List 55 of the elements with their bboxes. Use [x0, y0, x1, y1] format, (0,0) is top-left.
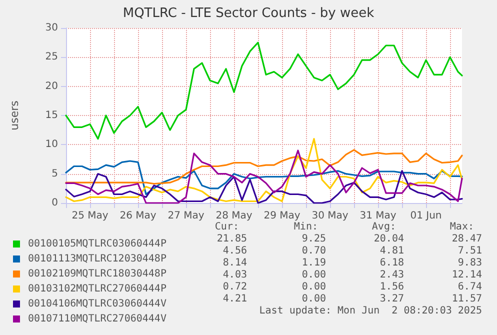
legend-label: 00102109MQTLRC18030448P	[28, 268, 166, 280]
text: 4.56	[222, 246, 247, 256]
text: 0.00	[302, 282, 326, 292]
legend-label: 00100105MQTLRC03060444P	[28, 238, 166, 250]
text: Min:	[294, 222, 318, 232]
text: 0.00	[302, 294, 326, 304]
text: 21.85	[216, 234, 247, 244]
legend-label: 00104106MQTLRC03060444V	[28, 298, 166, 310]
text: 9.25	[302, 234, 326, 244]
text: 6.18	[380, 258, 404, 268]
y-tick-label: 10	[45, 139, 58, 150]
text: 1.19	[302, 258, 326, 268]
text: 8.14	[222, 258, 247, 268]
x-tick-label: 30 May	[312, 210, 348, 222]
text: Max:	[450, 222, 474, 232]
legend-label: 00103102MQTLRC27060444P	[28, 284, 166, 294]
x-tick-label: 31 May	[360, 210, 396, 222]
line-series	[65, 149, 463, 185]
y-tick-label: 25	[45, 52, 58, 63]
x-tick-label: 29 May	[264, 210, 300, 222]
line-series	[65, 42, 463, 140]
y-tick-label: 30	[45, 22, 58, 34]
legend-label: 00107110MQTLRC27060444V	[28, 314, 166, 324]
text: Avg:	[372, 222, 396, 232]
text: 4.81	[380, 246, 404, 256]
text: 12.14	[452, 270, 482, 280]
y-tick-label: 20	[45, 80, 58, 92]
text: Cur:	[214, 222, 239, 232]
x-tick-label: 27 May	[168, 210, 204, 222]
line-series	[65, 160, 463, 196]
text: 20.04	[374, 234, 404, 244]
x-tick-label: 28 May	[216, 210, 252, 222]
chart-title: MQTLRC - LTE Sector Counts - by week	[122, 6, 375, 21]
text: 0.72	[222, 282, 247, 292]
x-tick-label: 01 Jun	[410, 210, 442, 222]
text: 4.03	[222, 270, 247, 280]
legend-label: 00101113MQTLRC12030448P	[28, 254, 166, 264]
text: 1.56	[380, 282, 404, 292]
x-tick-label: 25 May	[72, 210, 108, 222]
text: 3.27	[380, 294, 404, 304]
x-tick-label: 26 May	[120, 210, 156, 222]
y-axis-title: users	[8, 100, 21, 130]
y-tick-label: 0	[52, 198, 58, 208]
text: 7.51	[458, 246, 482, 256]
text: 0.70	[302, 246, 326, 256]
text: 2.43	[380, 270, 404, 280]
text: Last update: Mon Jun 2 08:20:03 2025	[259, 306, 482, 316]
text: 9.83	[458, 258, 482, 268]
text: 0.00	[302, 270, 326, 280]
y-tick-label: 15	[45, 110, 58, 121]
text: 11.57	[452, 294, 482, 304]
text: 4.21	[222, 294, 247, 304]
text: 6.74	[458, 282, 482, 292]
text: 28.47	[452, 234, 482, 244]
y-tick-label: 5	[52, 168, 58, 180]
